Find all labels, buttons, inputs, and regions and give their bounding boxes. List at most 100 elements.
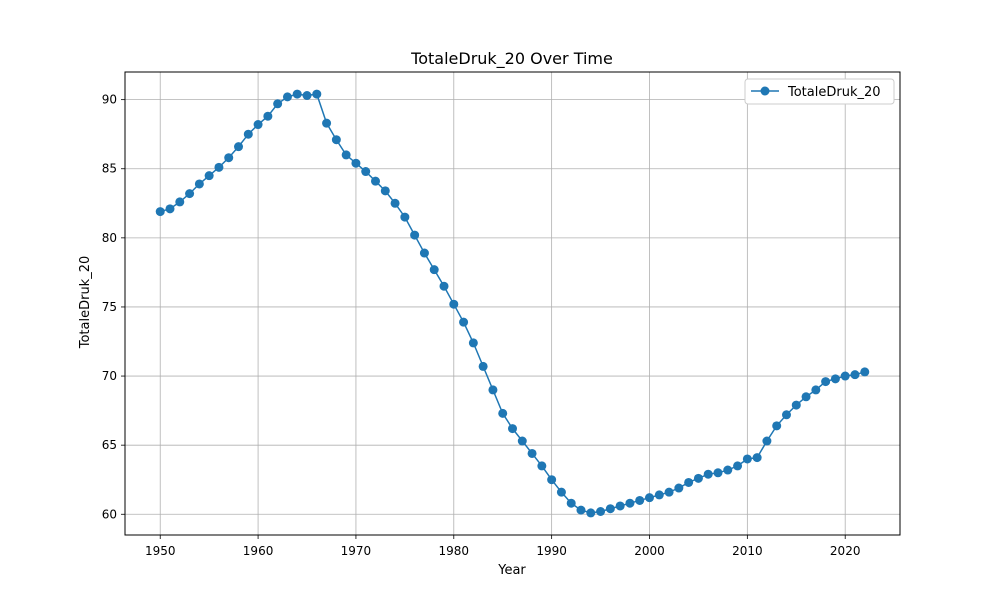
series-line [160,93,865,514]
y-tick-label: 65 [102,438,117,452]
data-point [273,99,283,109]
data-point [703,469,713,479]
data-point [664,487,674,497]
data-point [214,162,224,172]
y-axis-label: TotaleDruk_20 [78,256,93,350]
data-point [488,385,498,395]
data-point [263,111,273,121]
data-point [566,498,576,508]
chart-title: TotaleDruk_20 Over Time [410,49,613,69]
data-point [537,461,547,471]
data-point [811,385,821,395]
data-point [556,487,566,497]
data-point [478,361,488,371]
x-tick-label: 1980 [439,544,470,558]
data-point [772,421,782,431]
plot-area-frame [124,71,901,536]
x-tick-label: 1970 [341,544,372,558]
data-point [517,436,527,446]
x-axis-ticks: 1950 1960 1970 1980 1990 2000 2010 2020 [145,535,861,558]
data-point [596,507,606,517]
data-point [752,453,762,463]
data-point [204,171,214,181]
data-point [390,198,400,208]
data-point [791,400,801,410]
y-tick-label: 75 [102,300,117,314]
data-point [644,493,654,503]
data-point [742,454,752,464]
data-point [341,150,351,160]
data-point [801,392,811,402]
y-tick-label: 60 [102,507,117,521]
data-point [625,498,635,508]
data-point [605,504,615,514]
data-point [380,186,390,196]
data-point [635,495,645,505]
data-point [429,265,439,275]
data-point [253,120,263,130]
x-tick-label: 1950 [145,544,176,558]
data-point [194,179,204,189]
legend-label: TotaleDruk_20 [787,85,881,100]
x-tick-label: 2000 [634,544,665,558]
x-tick-label: 1960 [243,544,274,558]
data-point [468,338,478,348]
x-axis-label: Year [497,563,526,578]
data-point [371,176,381,186]
data-point [292,89,302,99]
data-point [508,424,517,434]
data-point [331,135,341,145]
x-tick-label: 2010 [732,544,763,558]
data-point [723,465,733,475]
data-point [312,89,322,99]
y-tick-label: 90 [102,93,117,107]
data-point [821,377,831,387]
data-point [586,508,596,518]
data-point [351,158,361,168]
data-point [185,189,195,199]
data-point [419,248,429,258]
data-point [733,461,743,471]
y-tick-label: 80 [102,231,117,245]
data-point [155,207,165,217]
data-point [762,436,772,446]
data-point [576,505,586,515]
data-point [439,281,449,291]
x-tick-label: 2020 [830,544,861,558]
legend: TotaleDruk_20 [744,78,895,105]
data-point [840,371,850,381]
data-point [684,477,694,487]
data-point [693,473,703,483]
data-point [449,299,459,309]
series-layer [155,89,870,518]
data-point [615,501,625,511]
data-point [224,153,234,163]
data-point [860,367,870,377]
y-tick-label: 70 [102,369,117,383]
data-point [165,204,175,214]
y-axis-ticks: 60 65 70 75 80 85 90 [102,93,125,521]
data-point [243,129,253,139]
data-point [410,230,420,240]
y-tick-label: 85 [102,162,117,176]
data-point [527,448,537,458]
data-point [282,92,292,102]
data-point [322,118,332,128]
data-point [234,142,244,152]
data-point [781,410,791,420]
x-tick-label: 1990 [536,544,567,558]
data-point [361,167,371,177]
legend-box [744,78,895,105]
data-point [175,197,185,207]
data-point [674,483,684,493]
data-point [459,317,469,327]
grid-lines [125,72,900,535]
data-point [302,90,312,100]
data-point [400,212,410,222]
data-point [498,408,508,418]
data-point [850,370,860,380]
legend-marker-swatch [760,86,770,96]
data-point [547,475,557,485]
